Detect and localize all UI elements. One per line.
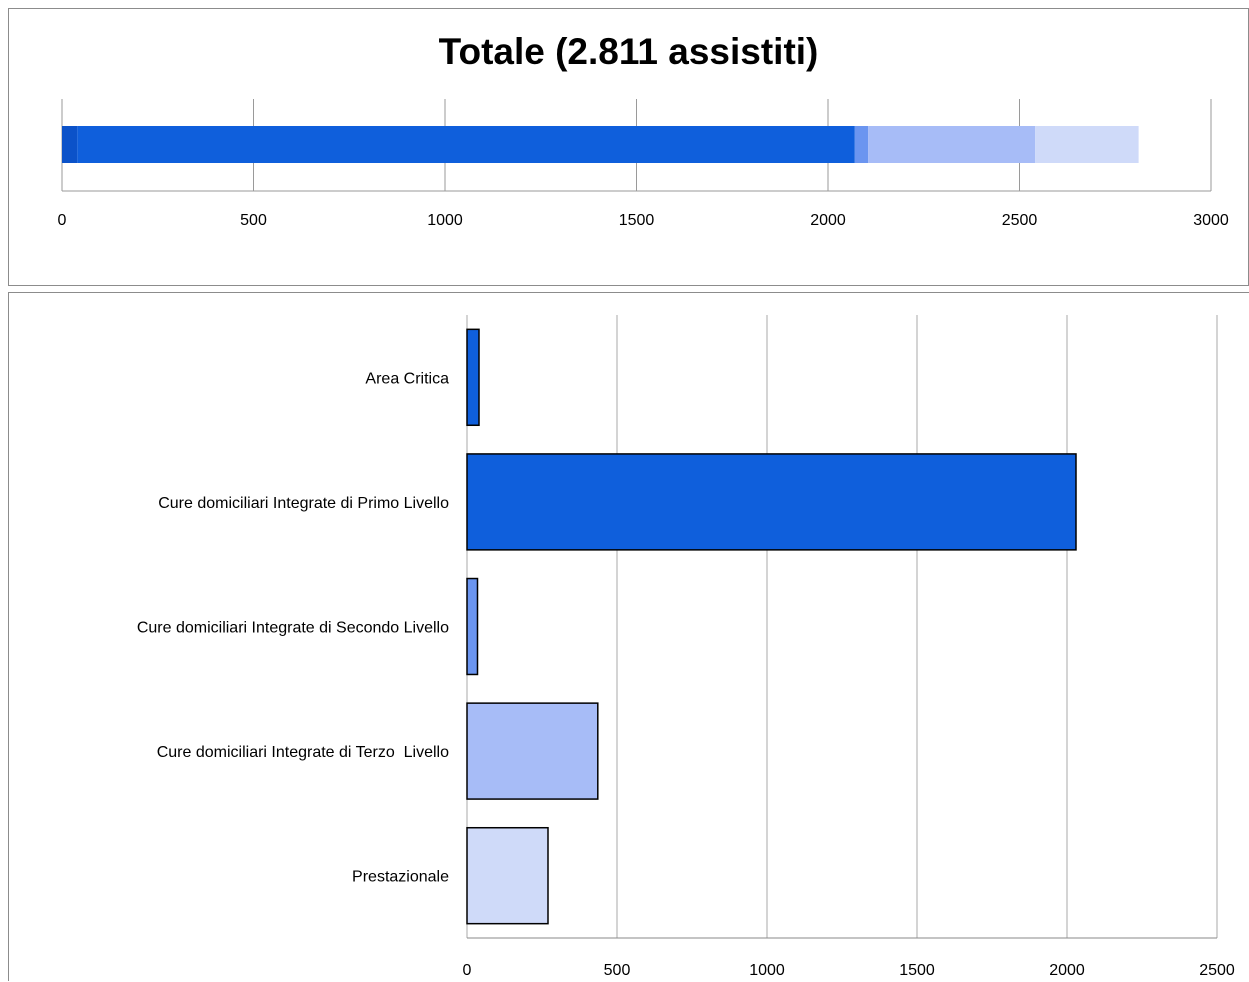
x-tick-label: 2500 [1002,212,1038,229]
bar [466,826,549,925]
x-tick-label: 0 [58,212,67,229]
category-label: Area Critica [365,370,449,387]
x-tick-label: 3000 [1193,212,1229,229]
bar [466,702,599,800]
category-label: Cure domiciliari Integrate di Primo Live… [158,495,449,512]
category-label: Prestazionale [352,869,449,886]
x-tick-label: 0 [463,962,472,979]
bar-segment [1035,126,1139,163]
category-bar-chart: 0 500 1000 1500 2000 2500 Area Critica Cure dom… [137,315,1235,979]
x-tick-label: 1000 [749,962,785,979]
total-stacked-bar-chart: 0 500 1000 1500 2000 2500 3000 [58,99,1229,229]
x-tick-label: 2000 [1049,962,1085,979]
x-tick-label: 500 [604,962,631,979]
bar [466,328,480,427]
bar-segment [868,126,1036,163]
bar [466,577,479,676]
category-label: Cure domiciliari Integrate di Terzo Live… [157,744,449,761]
bar-segment [854,126,869,163]
bar-segment [77,126,855,163]
x-tick-label: 1500 [899,962,935,979]
chart-title: Totale (2.811 assistiti) [438,31,819,72]
x-tick-label: 1500 [619,212,655,229]
category-label: Cure domiciliari Integrate di Secondo Li… [137,620,449,637]
x-tick-label: 2000 [810,212,846,229]
x-tick-label: 1000 [427,212,463,229]
bar-segment [62,126,78,163]
total-chart-panel: Totale (2.811 assistiti) 0 500 1000 1500 200… [8,8,1249,286]
breakdown-chart-panel: 0 500 1000 1500 2000 2500 Area Critica Cure dom… [8,292,1249,981]
bar [466,453,1077,551]
x-tick-label: 2500 [1199,962,1235,979]
x-tick-label: 500 [240,212,267,229]
